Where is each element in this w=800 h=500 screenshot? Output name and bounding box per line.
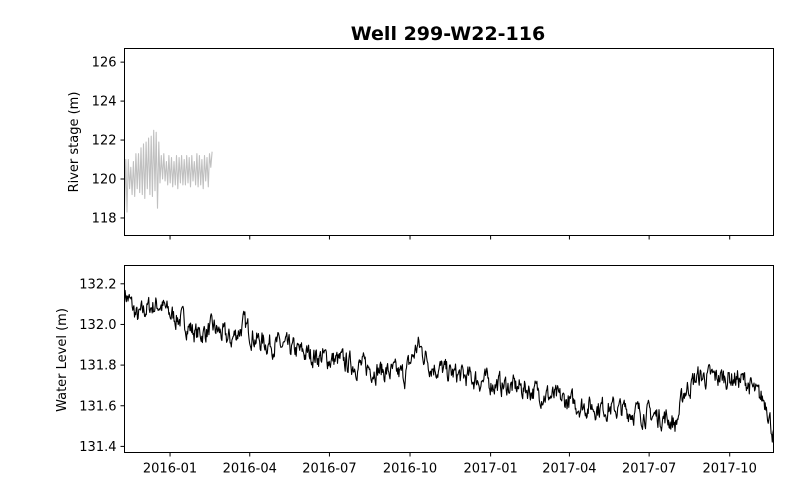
chart-title: Well 299-W22-116 — [351, 23, 545, 45]
water-level-xtick-label: 2016-10 — [383, 462, 437, 477]
river-stage-plot-frame — [124, 48, 774, 236]
river-stage-panel: River stage (m) 118 120 122 124 126 — [67, 48, 774, 240]
water-level-ylabel: Water Level (m) — [55, 308, 70, 412]
water-level-ytick-label: 131.4 — [79, 440, 116, 455]
river-stage-ytick-label: 122 — [92, 134, 117, 149]
water-level-plot-frame — [124, 265, 774, 453]
river-stage-ytick-label: 120 — [92, 173, 117, 188]
water-level-xticks: 2016-01 2016-04 2016-07 2016-10 2017-01 2017-… — [143, 452, 757, 477]
water-level-ytick-label: 132.2 — [79, 277, 116, 292]
river-stage-xticks — [169, 235, 731, 240]
water-level-yticks: 131.4 131.6 131.8 132.0 132.2 — [79, 277, 125, 455]
river-stage-yticks: 118 120 122 124 126 — [92, 56, 125, 226]
river-stage-ytick-label: 118 — [92, 211, 117, 226]
river-stage-ylabel: River stage (m) — [67, 92, 82, 193]
water-level-ytick-label: 132.0 — [79, 318, 116, 333]
water-level-ytick-label: 131.8 — [79, 359, 116, 374]
water-level-xtick-label: 2017-01 — [463, 462, 517, 477]
water-level-xtick-label: 2016-04 — [223, 462, 277, 477]
river-stage-ytick-label: 126 — [92, 56, 117, 71]
water-level-xtick-label: 2017-10 — [703, 462, 757, 477]
water-level-panel: Water Level (m) 131.4 131.6 131.8 132.0 132.… — [55, 265, 775, 477]
river-stage-series-line — [123, 129, 213, 213]
water-level-xtick-label: 2016-01 — [143, 462, 197, 477]
water-level-ytick-label: 131.6 — [79, 399, 116, 414]
water-level-xtick-label: 2017-04 — [542, 462, 596, 477]
water-level-xtick-label: 2016-07 — [302, 462, 356, 477]
water-level-xtick-label: 2017-07 — [622, 462, 676, 477]
river-stage-ytick-label: 124 — [92, 95, 117, 110]
water-level-series-line — [123, 289, 775, 443]
